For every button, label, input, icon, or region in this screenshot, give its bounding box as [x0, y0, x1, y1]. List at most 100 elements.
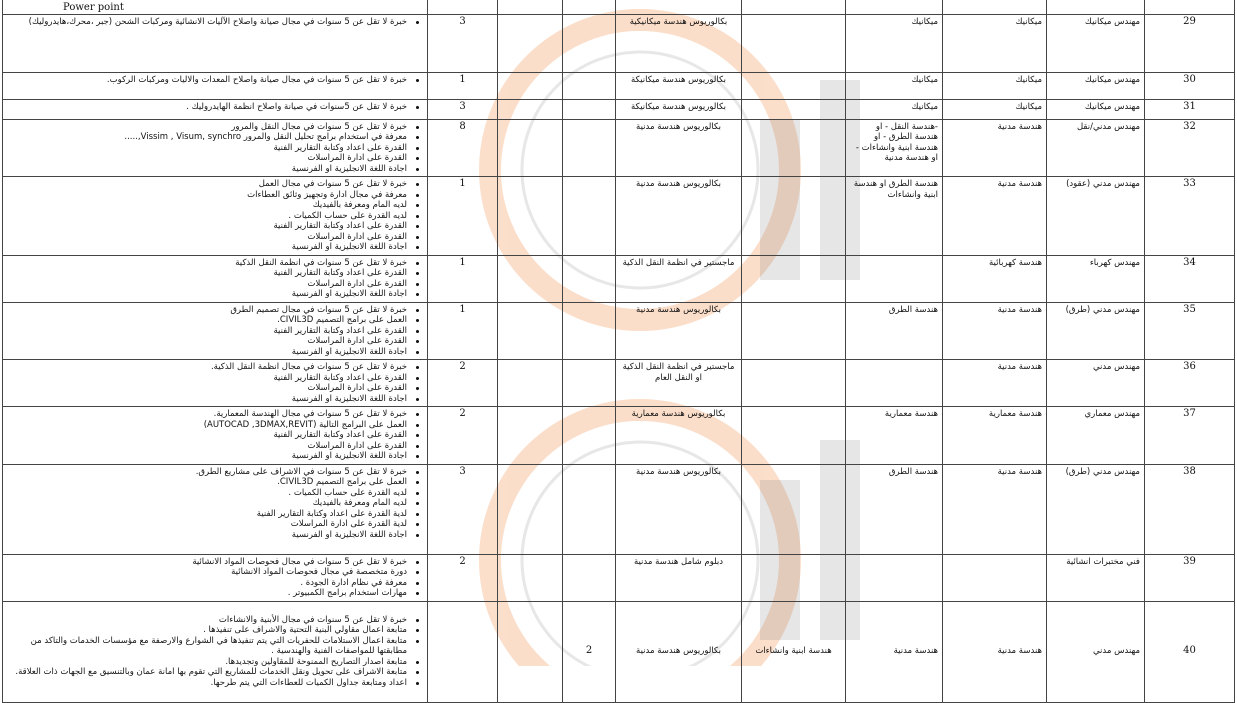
vacancy-count: 1	[427, 71, 498, 100]
other-specialization	[741, 359, 846, 407]
sub-specialization: هندسة الطرق	[845, 463, 943, 555]
job-title: مهندس ميكانيك	[1046, 13, 1145, 73]
requirement-item: خبرة لا تقل عن 5 سنوات في مجال صيانة واص…	[7, 17, 419, 28]
sub-specialization: هندسة الطرق	[845, 301, 943, 360]
experience-requirements: خبرة لا تقل عن 5 سنوات في انظمة النقل ال…	[2, 254, 428, 303]
empty-cell	[497, 463, 563, 555]
sub-specialization: -هندسة النقل - او هندسة الطرق - او هندسة…	[845, 118, 943, 177]
empty-cell	[497, 553, 563, 602]
requirements-list: خبرة لا تقل عن 5 سنوات في مجال صيانة واص…	[7, 17, 421, 28]
job-title: مهندس معماري	[1046, 406, 1145, 465]
table-row: 37 مهندس معماري هندسة معمارية هندسة معمارية…	[2, 406, 1235, 465]
experience-requirements: خبرة لا تقل عن 5 سنوات في مجال فحوصات ال…	[2, 553, 428, 602]
requirement-item: معرفة في استخدام برامج تحليل النقل والمر…	[7, 132, 419, 143]
experience-requirements: خبرة لا تقل عن 5 سنوات في الاشراف على مش…	[2, 463, 428, 555]
empty-cell	[497, 406, 563, 465]
requirement-item: خبرة لا تقل عن 5 سنوات في مجال فحوصات ال…	[7, 557, 419, 568]
requirement-item: مهارات استخدام برامج الكمبيوتر .	[7, 588, 419, 599]
requirement-item: اجادة اللغة الانجليزية او الفرنسية	[7, 289, 419, 300]
experience-requirements: خبرة لا تقل عن 5 سنوات في مجال انظمة الن…	[2, 359, 428, 407]
empty-cell	[562, 13, 616, 73]
other-specialization	[741, 463, 846, 555]
requirement-item: القدرة على اعداد وكتابة التقارير الفنية	[7, 143, 419, 154]
experience-requirements: خبرة لا تقل عن 5 سنوات في مجال الهندسة ا…	[2, 406, 428, 465]
experience-requirements: خبرة لا تقل عن 5سنوات في صيانة واصلاح ان…	[2, 98, 428, 120]
specialization: هندسة كهربائية	[942, 254, 1047, 303]
requirement-item: القدرة على ادارة المراسلات	[7, 153, 419, 164]
table-row: 32 مهندس مدني/نقل هندسة مدنية -هندسة النقل …	[2, 118, 1235, 177]
requirements-list: خبرة لا تقل عن 5 سنوات في الاشراف على مش…	[7, 467, 421, 541]
row-number: 39	[1144, 553, 1235, 602]
vacancy-count: 3	[427, 463, 498, 555]
other-specialization: هندسة ابنية وانشاءات	[741, 600, 846, 703]
qualification: بكالوريوس هندسة ميكانيكة	[615, 71, 742, 100]
qualification: بكالوريوس هندسة مدنية	[615, 463, 742, 555]
other-specialization	[741, 254, 846, 303]
other-specialization	[741, 406, 846, 465]
requirement-item: متابعة الاشراف على تحويل ونقل الخدمات لل…	[7, 667, 419, 678]
requirement-item: اجادة اللغة الانجليزية او الفرنسية	[7, 242, 419, 253]
table-row: 30 مهندس ميكانيك ميكانيك ميكانيك بكالوريوس ه…	[2, 71, 1235, 100]
requirement-item: خبرة لا تقل عن 5 سنوات في مجال صيانة واص…	[7, 75, 419, 86]
job-title: مهندس مدني (طرق)	[1046, 463, 1145, 555]
specialization: هندسة معمارية	[942, 406, 1047, 465]
table-row: 40 مهندس مدني هندسة مدنية هندسة مدنية هندسة …	[2, 600, 1235, 703]
table-row: 33 مهندس مدني (عقود) هندسة مدنية هندسة الطر…	[2, 176, 1235, 256]
qualification: بكالوريوس هندسة معمارية	[615, 406, 742, 465]
vacancy-count: 2	[562, 600, 616, 703]
empty-cell	[497, 600, 563, 703]
requirement-item: القدرة على اعداد وكتابة التقارير الفنية	[7, 430, 419, 441]
qualification: بكالوريوس هندسة مدنية	[615, 118, 742, 177]
empty-cell	[562, 359, 616, 407]
job-title: مهندس ميكانيك	[1046, 71, 1145, 100]
requirements-list: خبرة لا تقل عن 5 سنوات في مجال صيانة واص…	[7, 75, 421, 86]
requirement-item: خبرة لا تقل عن 5 سنوات في مجال تصميم الط…	[7, 305, 419, 316]
requirement-item: العمل على برامج التصميم CIVIL3D.	[7, 315, 419, 326]
vacancy-count: 2	[427, 553, 498, 602]
requirements-list: خبرة لا تقل عن 5سنوات في صيانة واصلاح ان…	[7, 102, 421, 113]
specialization: هندسة مدنية	[942, 176, 1047, 256]
other-specialization	[741, 301, 846, 360]
requirement-item: القدرة على اعداد وكتابة التقارير الفنية	[7, 221, 419, 232]
job-title: فني مختبرات انشائية	[1046, 553, 1145, 602]
empty-cell	[562, 176, 616, 256]
requirement-item: متابعة اعمال مقاولي البنية التحتية والاش…	[7, 625, 419, 636]
requirement-item: لديه القدرة على حساب الكميات .	[7, 211, 419, 222]
requirement-item: اجادة اللغة الانجليزية او الفرنسية	[7, 164, 419, 175]
empty-cell	[562, 553, 616, 602]
empty-cell	[497, 359, 563, 407]
requirement-item: دورة متخصصة في مجال فحوصات المواد الانشا…	[7, 567, 419, 578]
requirement-item: القدرة على اعداد وكتابة التقارير الفنية	[7, 373, 419, 384]
table-row: 38 مهندس مدني (طرق) هندسة مدنية هندسة الطرق…	[2, 463, 1235, 555]
sub-specialization	[845, 359, 943, 407]
empty-cell	[562, 118, 616, 177]
other-specialization	[741, 98, 846, 120]
vacancy-count: 1	[427, 176, 498, 256]
qualification: ماجستير في انظمة النقل الذكية او النقل ا…	[615, 359, 742, 407]
requirement-item: العمل على البرامج التالية (AUTOCAD ,3DMA…	[7, 420, 419, 431]
requirement-item: القدرة على ادارة المراسلات	[7, 383, 419, 394]
empty-cell	[562, 98, 616, 120]
experience-requirements: خبرة لا تقل عن 5 سنوات في مجال تصميم الط…	[2, 301, 428, 360]
requirement-item: اجادة اللغة الانجليزية او الفرنسية	[7, 451, 419, 462]
requirement-item: اعداد ومتابعة جداول الكميات للعطاءات الت…	[7, 678, 419, 689]
specialization: ميكانيك	[942, 13, 1047, 73]
table-row: 35 مهندس مدني (طرق) هندسة مدنية هندسة الطرق…	[2, 301, 1235, 360]
empty-cell	[562, 463, 616, 555]
table-row: 31 مهندس ميكانيك ميكانيك ميكانيك بكالوريوس ه…	[2, 98, 1235, 120]
requirement-item: اجادة اللغة الانجليزية او الفرنسية	[7, 347, 419, 358]
requirement-item: القدرة على ادارة المراسلات	[7, 336, 419, 347]
sub-specialization: ميكانيك	[845, 13, 943, 73]
sub-specialization: ميكانيك	[845, 71, 943, 100]
top-fragment: Power point	[63, 1, 124, 13]
requirement-item: خبرة لا تقل عن 5 سنوات في مجال النقل وال…	[7, 122, 419, 133]
empty-cell	[497, 71, 563, 100]
job-title: مهندس مدني (طرق)	[1046, 301, 1145, 360]
table-row: 39 فني مختبرات انشائية دبلوم شامل هندسة مد…	[2, 553, 1235, 602]
row-number: 33	[1144, 176, 1235, 256]
requirement-item: خبرة لا تقل عن 5 سنوات في مجال الأبنية و…	[7, 615, 419, 626]
row-number: 32	[1144, 118, 1235, 177]
requirement-item: القدرة على ادارة المراسلات	[7, 279, 419, 290]
sub-specialization: ميكانيك	[845, 98, 943, 120]
vacancy-count: 8	[427, 118, 498, 177]
